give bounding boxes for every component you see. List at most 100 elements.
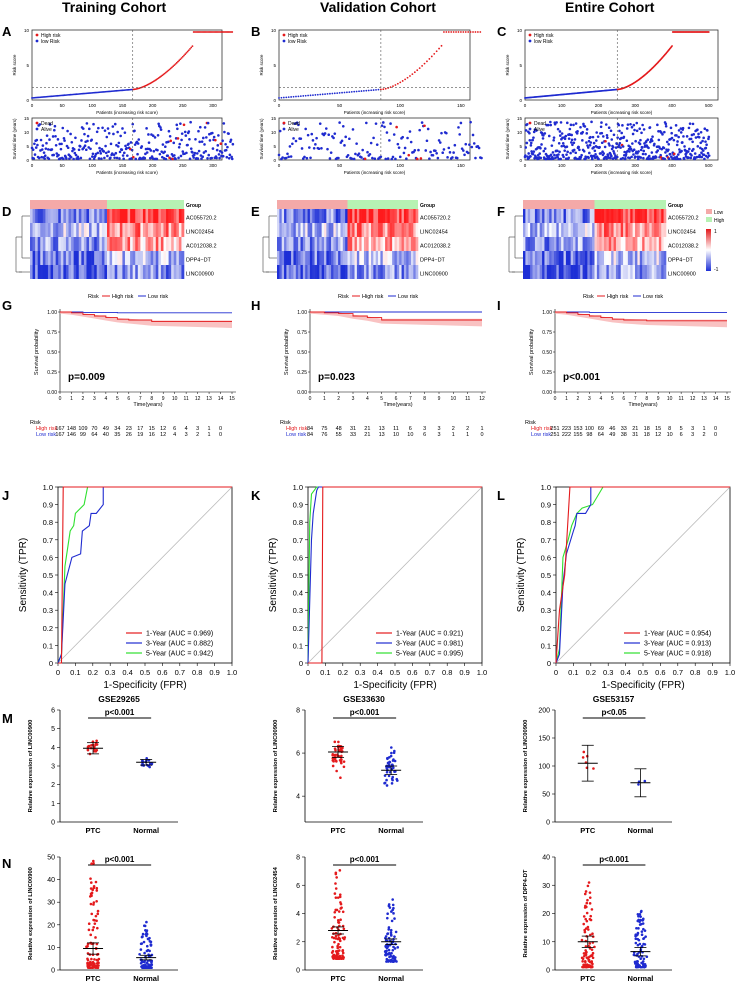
survival-point [408, 130, 412, 133]
heatmap-cell [563, 251, 567, 265]
heatmap-cell [553, 251, 557, 265]
heatmap-cell [324, 223, 327, 237]
heatmap-cell [153, 223, 157, 237]
survival-point [558, 150, 561, 154]
survival-point [147, 133, 150, 136]
heatmap-cell [563, 209, 567, 223]
roc-curve [555, 486, 730, 664]
expression-point [394, 770, 397, 773]
heatmap-cell [639, 251, 643, 265]
heatmap-cell [291, 251, 294, 265]
survival-point [76, 155, 80, 159]
heatmap-cell [371, 223, 374, 237]
heatmap-cell [142, 237, 146, 251]
expression-point [144, 928, 147, 932]
roc-xtick-label: 0 [554, 668, 558, 677]
heatmap-cell [298, 209, 301, 223]
heatmap-cell [65, 265, 69, 279]
survival-ytick: 0 [26, 158, 29, 163]
survival-point [74, 136, 77, 140]
km-xtick-label: 1 [70, 396, 73, 402]
survival-point [351, 128, 355, 131]
heatmap-cell [326, 209, 329, 223]
risk-xtick: 250 [179, 103, 187, 108]
expression-point [391, 948, 395, 952]
heatmap-cell [584, 209, 588, 223]
expression-point [393, 917, 396, 920]
heatmap-cell [654, 209, 657, 223]
km-xtick-label: 7 [409, 396, 412, 402]
survival-point [672, 152, 676, 156]
heatmap-cell [328, 265, 332, 279]
heatmap-cell [580, 251, 583, 265]
heatmap-cell [148, 237, 151, 251]
expression-point [89, 963, 92, 966]
heatmap-cell [81, 251, 85, 265]
risk-point [185, 51, 188, 54]
survival-point [542, 134, 545, 137]
risk-table-low-value: 98 [586, 432, 592, 438]
heatmap-cell [291, 265, 294, 279]
legend-high-dot [35, 33, 39, 37]
survival-ylabel: Survival time (years) [259, 118, 264, 160]
survival-point [699, 130, 703, 134]
survival-point [638, 127, 641, 131]
heatmap-cell [345, 265, 348, 279]
survival-point [675, 143, 679, 147]
heatmap-cell [158, 223, 162, 237]
expression-point [92, 861, 95, 865]
survival-point [639, 156, 643, 159]
expression-point [386, 916, 389, 920]
survival-point [112, 153, 116, 157]
survival-point [529, 141, 533, 145]
heatmap-cell [382, 237, 386, 251]
heatmap-cell [582, 209, 586, 223]
expression-point [145, 756, 148, 760]
heatmap-cell [618, 223, 622, 237]
survival-point [72, 148, 76, 151]
expression-point [141, 932, 145, 936]
heatmap-cell [577, 223, 581, 237]
survival-point [438, 141, 442, 144]
expression-point [95, 958, 99, 962]
expression-point [341, 951, 345, 955]
survival-point [189, 147, 193, 150]
survival-xtick: 400 [668, 163, 676, 168]
survival-point [598, 145, 601, 149]
heatmap-cell [130, 237, 133, 251]
survival-point [180, 138, 183, 142]
expression-point [89, 960, 92, 964]
heatmap-cell [314, 265, 318, 279]
heatmap-cell [632, 265, 636, 279]
survival-point [650, 139, 654, 143]
heatmap-cell [623, 209, 626, 223]
survival-point [441, 151, 445, 155]
roc-legend-label: 3-Year (AUC = 0.981) [396, 641, 463, 648]
survival-point [579, 125, 582, 129]
heatmap-cell [613, 251, 617, 265]
survival-point [328, 157, 332, 160]
expression-point [142, 966, 146, 969]
heatmap-cell [573, 237, 576, 251]
survival-point [117, 141, 121, 145]
roc-xtick-label: 0.4 [372, 668, 382, 677]
roc-xtick-label: 0.7 [175, 668, 185, 677]
risk-point [479, 31, 482, 33]
heatmap-cell [577, 209, 581, 223]
heatmap-cell [30, 223, 33, 237]
dot-ytick-label: 0 [296, 968, 300, 975]
heatmap-cell [661, 251, 664, 265]
survival-point [642, 128, 646, 131]
heatmap-cell [611, 237, 614, 251]
risk-point [382, 88, 385, 91]
survival-point [99, 152, 103, 155]
heatmap-cell [537, 237, 540, 251]
heatmap-cell [568, 237, 571, 251]
expression-point [144, 963, 147, 967]
heatmap-cell [565, 265, 569, 279]
risk-table-title: Risk [30, 420, 41, 426]
heatmap-cell [122, 237, 126, 251]
heatmap-cell [392, 251, 395, 265]
risk-point [231, 31, 234, 33]
km-xtick-label: 10 [451, 396, 457, 402]
